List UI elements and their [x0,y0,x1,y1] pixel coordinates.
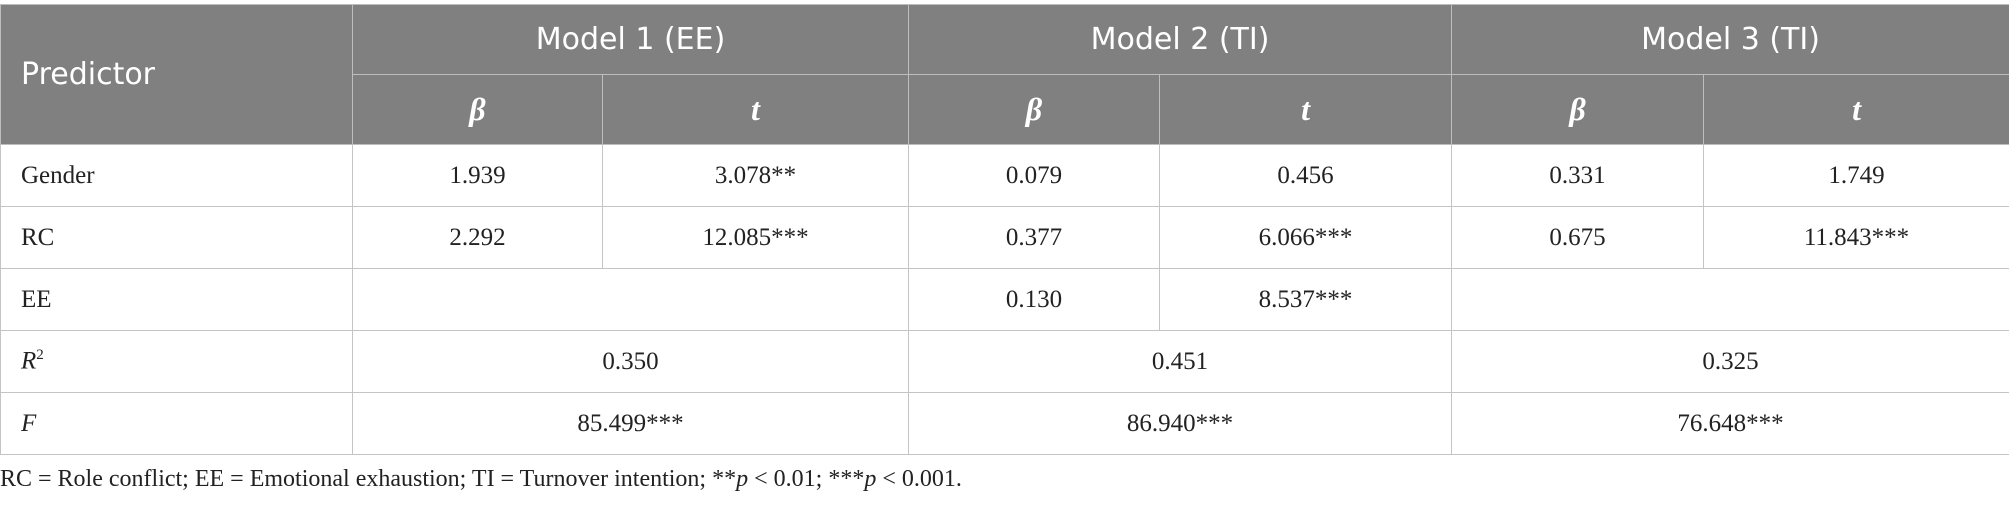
header-cell: t [1703,74,2009,145]
header-cell: β [352,74,603,145]
cell: 8.537*** [1158,268,1453,331]
results-table: Predictor Model 1 (EE) Model 2 (TI) Mode… [0,4,2009,455]
label-sup: 2 [36,347,44,364]
row: Gender 1.939 3.078** 0.079 0.456 0.331 1… [0,144,2009,207]
cell: 2.292 [352,206,603,269]
cell: 0.451 [907,330,1453,393]
footnote-text: < 0.001. [876,466,962,492]
header-cell: Model 2 (TI) [907,4,1453,75]
row: R2 0.350 0.451 0.325 [0,330,2009,393]
header-cell: β [1451,74,1705,145]
row-label: F [0,392,353,455]
footnote-italic: p [736,466,749,492]
cell: 6.066*** [1158,206,1453,269]
cell: 0.079 [908,144,1160,207]
header-cell: β [908,74,1160,145]
header-cell: Predictor [0,4,353,145]
header-cell: t [1158,74,1453,145]
footnote-text: RC = Role conflict; EE = Emotional exhau… [0,466,737,492]
row: RC 2.292 12.085*** 0.377 6.066*** 0.675 … [0,206,2009,269]
cell: 0.377 [908,206,1160,269]
header-cell: Model 3 (TI) [1451,4,2009,75]
cell: 0.331 [1451,144,1705,207]
empty-cell [352,268,909,331]
footnote: RC = Role conflict; EE = Emotional exhau… [0,466,962,493]
cell: 0.350 [352,330,909,393]
header-row: Predictor Model 1 (EE) Model 2 (TI) Mode… [0,4,2009,145]
cell: 0.456 [1158,144,1453,207]
cell: 3.078** [602,144,909,207]
header-cell: t [602,74,909,145]
row: F 85.499*** 86.940*** 76.648*** [0,392,2009,455]
cell: 11.843*** [1703,206,2009,269]
row-label: Gender [0,144,353,207]
cell: 85.499*** [352,392,909,455]
cell: 1.939 [352,144,603,207]
cell: 86.940*** [907,392,1453,455]
cell: 1.749 [1703,144,2009,207]
empty-cell [1451,268,2009,331]
row-label: R2 [0,330,353,393]
row-label: RC [0,206,353,269]
footnote-text: < 0.01; *** [748,466,865,492]
row-label: EE [0,268,353,331]
header-cell: Model 1 (EE) [352,4,909,75]
cell: 0.675 [1451,206,1705,269]
cell: 0.130 [908,268,1160,331]
cell: 0.325 [1451,330,2009,393]
label-text: R [21,347,37,375]
cell: 12.085*** [602,206,909,269]
header-row: β t β t β t [1,74,2009,145]
row: EE 0.130 8.537*** [0,268,2009,331]
footnote-italic: p [864,466,877,492]
cell: 76.648*** [1451,392,2009,455]
